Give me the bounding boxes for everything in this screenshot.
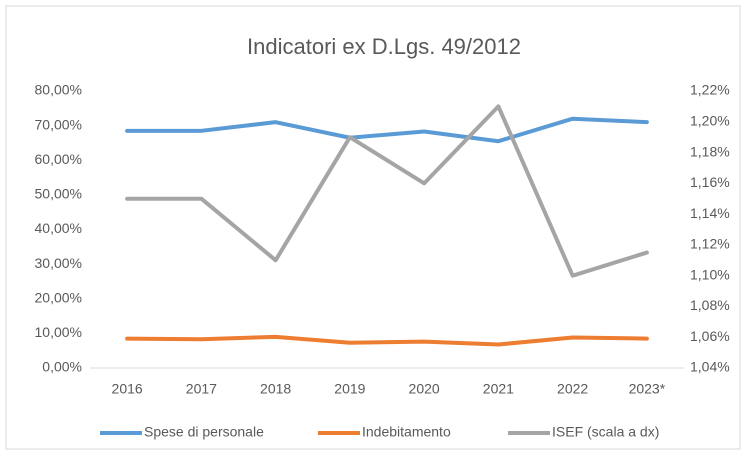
- y2-tick-label: 1,08%: [690, 297, 730, 313]
- chart-border: [5, 5, 741, 450]
- y-tick-label: 40,00%: [35, 220, 82, 236]
- y-tick-label: 10,00%: [35, 324, 82, 340]
- chart-title: Indicatori ex D.Lgs. 49/2012: [247, 34, 521, 59]
- x-tick-label: 2016: [112, 381, 143, 397]
- y2-tick-label: 1,04%: [690, 359, 730, 375]
- series-line: [125, 104, 649, 278]
- y-tick-label: 70,00%: [35, 116, 82, 132]
- y2-tick-label: 1,12%: [690, 236, 730, 252]
- y2-tick-label: 1,14%: [690, 205, 730, 221]
- x-tick-label: 2017: [186, 381, 217, 397]
- legend-label: Spese di personale: [144, 424, 264, 440]
- y2-tick-label: 1,18%: [690, 143, 730, 159]
- y-tick-label: 0,00%: [42, 359, 82, 375]
- legend-label: ISEF (scala a dx): [552, 424, 659, 440]
- y2-tick-label: 1,22%: [690, 82, 730, 98]
- x-tick-label: 2021: [483, 381, 514, 397]
- y-tick-label: 30,00%: [35, 255, 82, 271]
- x-tick-label: 2018: [260, 381, 291, 397]
- y-tick-label: 20,00%: [35, 289, 82, 305]
- y2-tick-label: 1,16%: [690, 174, 730, 190]
- x-tick-label: 2023*: [629, 381, 666, 397]
- x-tick-label: 2022: [557, 381, 588, 397]
- y-tick-label: 60,00%: [35, 151, 82, 167]
- y2-tick-label: 1,06%: [690, 328, 730, 344]
- y2-tick-label: 1,10%: [690, 266, 730, 282]
- y2-tick-label: 1,20%: [690, 112, 730, 128]
- x-tick-label: 2020: [409, 381, 440, 397]
- y-tick-label: 50,00%: [35, 186, 82, 202]
- legend-label: Indebitamento: [362, 424, 451, 440]
- x-tick-label: 2019: [334, 381, 365, 397]
- series-line: [125, 116, 649, 144]
- series-line: [125, 334, 649, 347]
- y-tick-label: 80,00%: [35, 82, 82, 98]
